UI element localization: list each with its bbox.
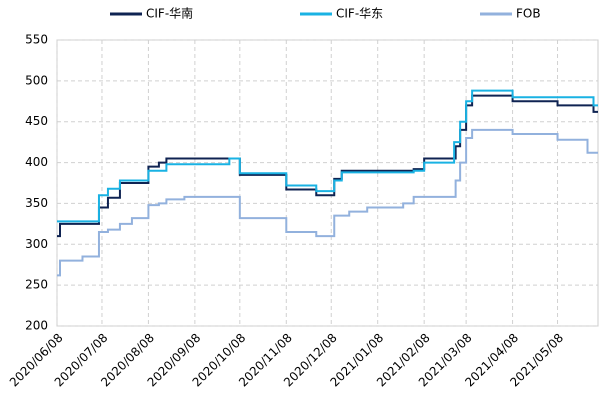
- legend-label: CIF-华东: [336, 7, 383, 21]
- y-tick-label: 400: [25, 155, 48, 169]
- series-line: [57, 128, 598, 277]
- y-tick-label: 350: [25, 196, 48, 210]
- legend-label: CIF-华南: [146, 6, 193, 21]
- legend-label: FOB: [516, 7, 541, 21]
- y-tick-label: 200: [25, 319, 48, 333]
- y-tick-label: 450: [25, 114, 48, 128]
- series-line: [57, 94, 598, 238]
- y-tick-label: 500: [25, 73, 48, 87]
- series-line: [57, 89, 598, 223]
- y-tick-label: 300: [25, 237, 48, 251]
- y-tick-label: 550: [25, 33, 48, 47]
- y-tick-label: 250: [25, 278, 48, 292]
